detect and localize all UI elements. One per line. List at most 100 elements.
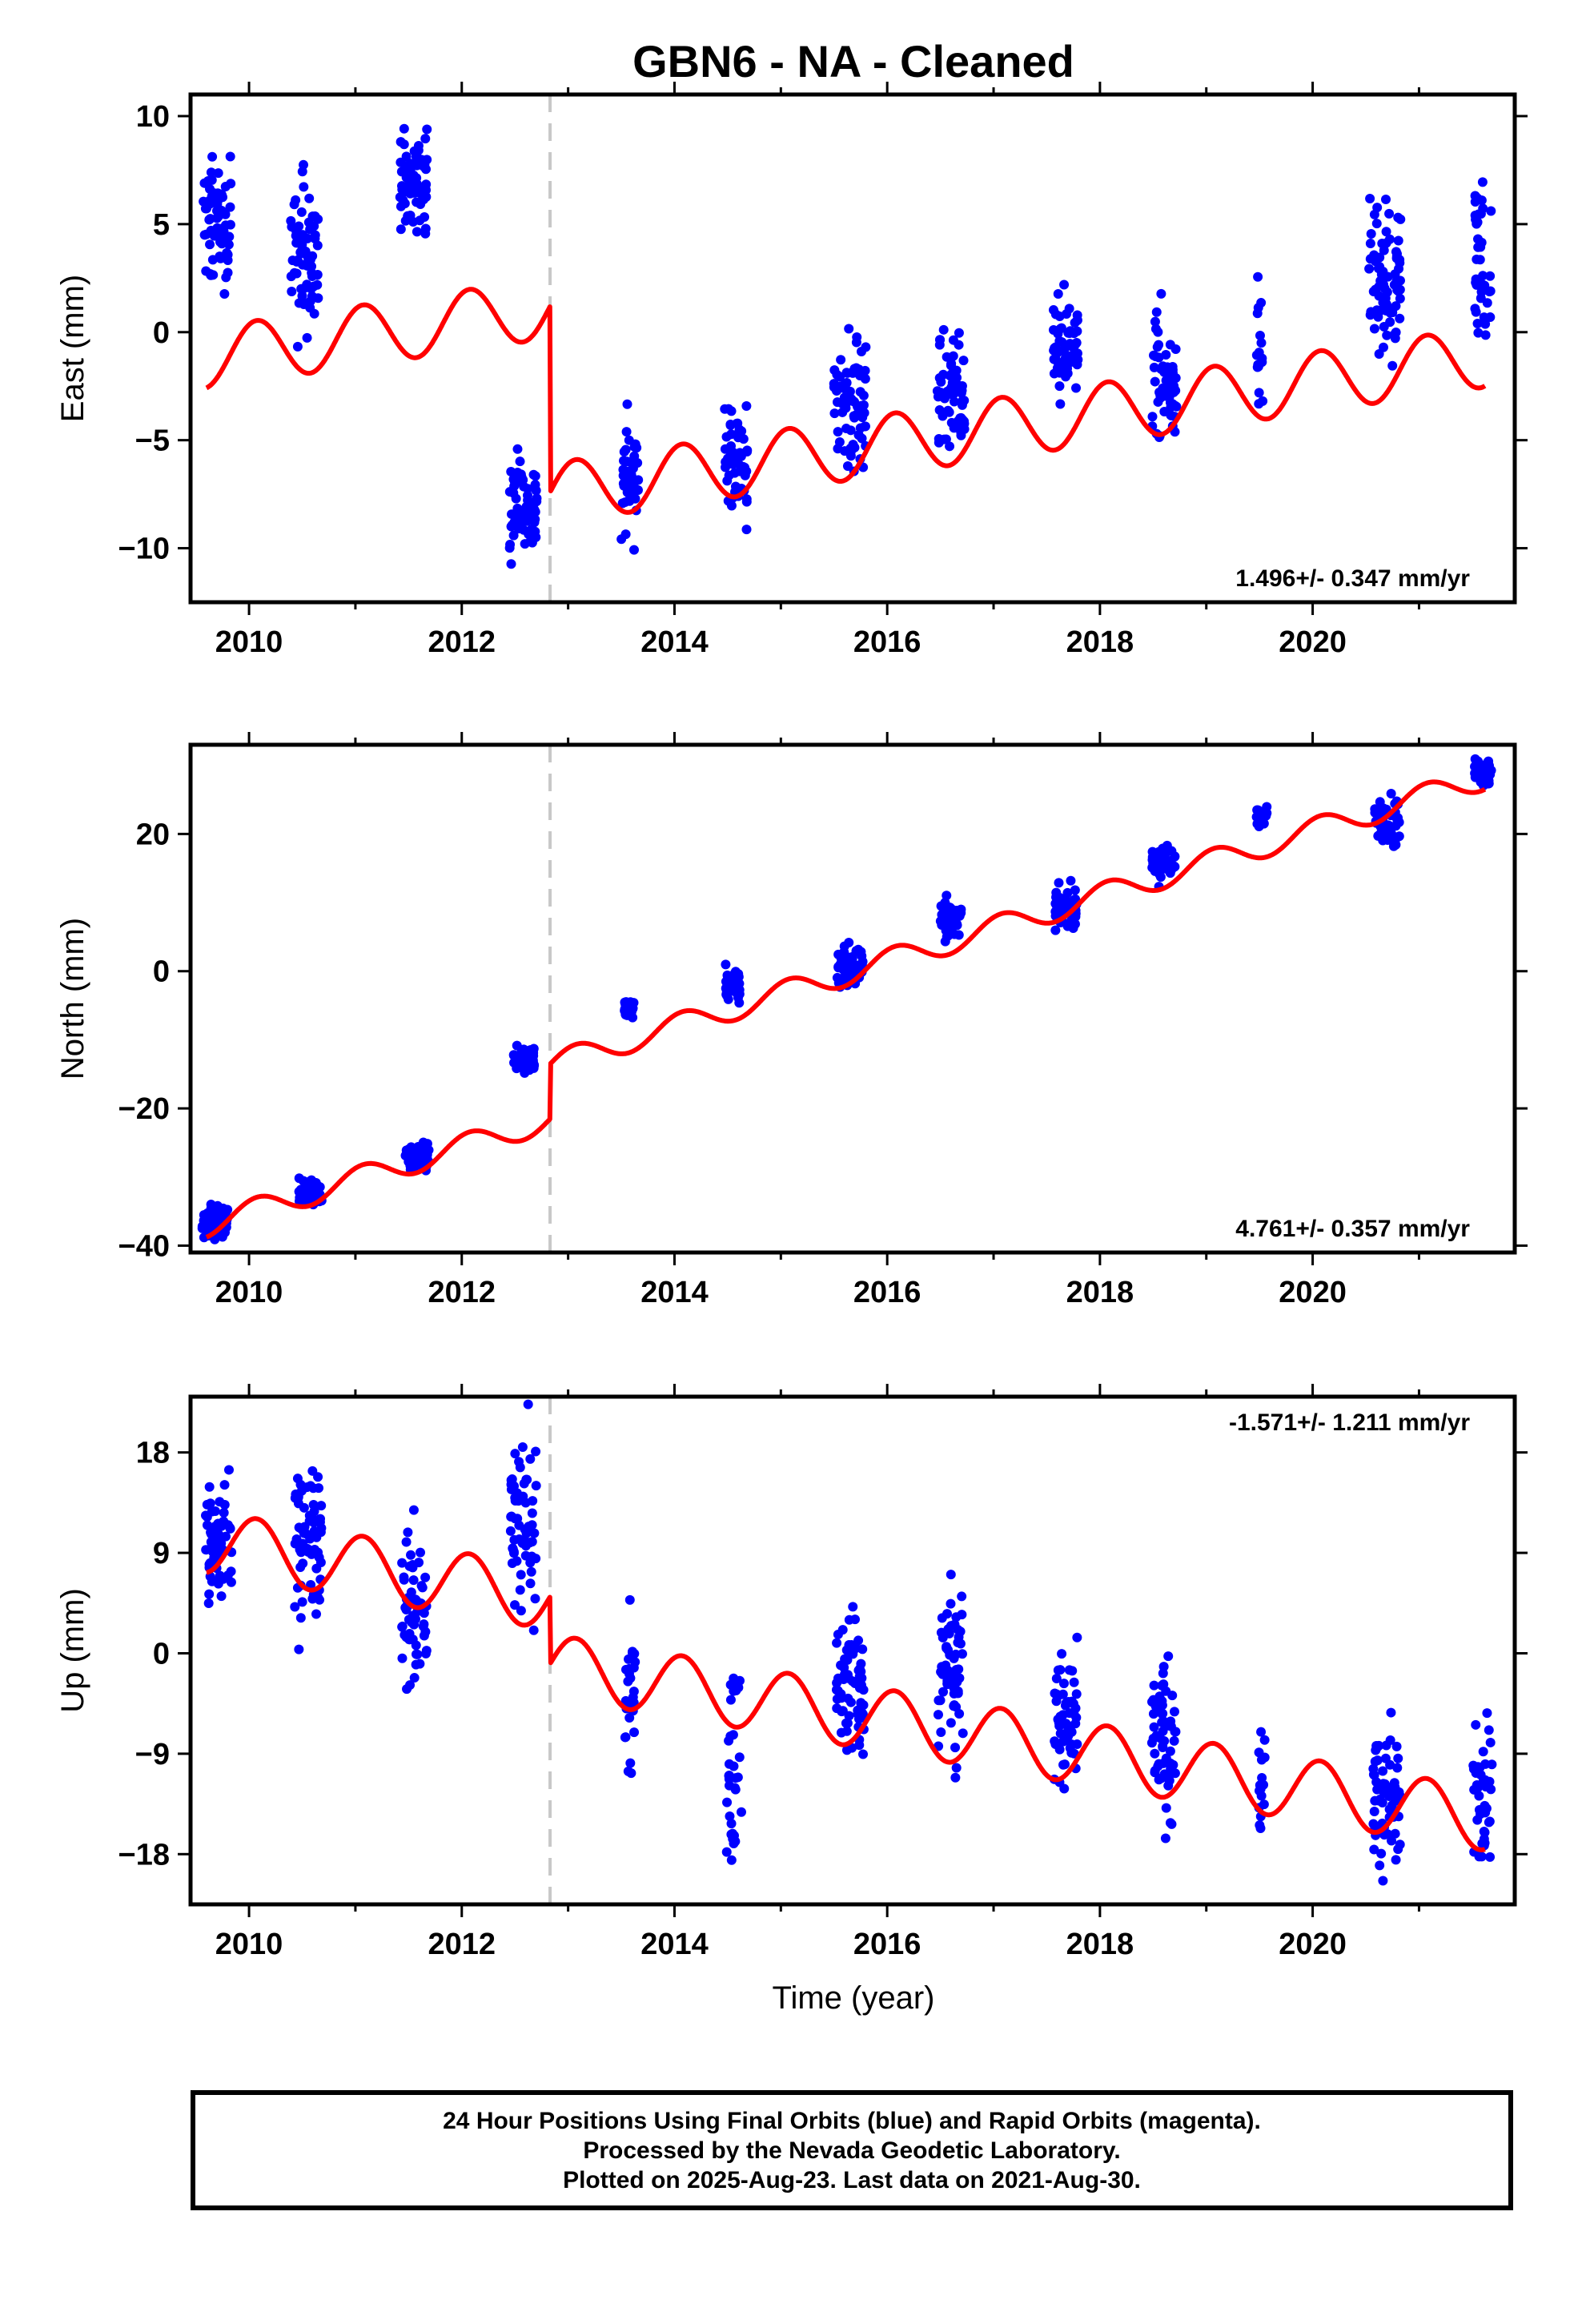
data-point [1472, 1815, 1483, 1825]
data-point [223, 250, 233, 260]
data-point [1393, 235, 1403, 246]
data-point [1470, 197, 1480, 207]
data-point [210, 1234, 220, 1244]
y-axis-label: East (mm) [55, 275, 90, 422]
data-point [857, 400, 868, 411]
data-point [1050, 342, 1061, 352]
data-point [1480, 1838, 1490, 1848]
data-point [858, 1685, 869, 1695]
data-point [841, 424, 852, 434]
data-point [1368, 1769, 1379, 1779]
data-point [314, 1483, 324, 1494]
plot-area [197, 745, 1496, 1252]
data-point [523, 1399, 533, 1409]
data-point [628, 545, 639, 555]
data-point [215, 1497, 225, 1507]
data-point [291, 1534, 302, 1544]
data-point [309, 221, 319, 231]
data-point [938, 1687, 949, 1697]
data-point [721, 989, 732, 999]
data-point [1472, 254, 1482, 264]
data-point [1053, 289, 1063, 300]
data-point [1157, 1708, 1167, 1719]
data-point [1152, 342, 1162, 352]
data-point [835, 372, 845, 382]
data-point [223, 1465, 234, 1475]
data-point [203, 1212, 213, 1223]
data-point [1480, 1807, 1491, 1818]
data-point [837, 1707, 847, 1717]
data-point [958, 356, 969, 366]
data-point [952, 1677, 962, 1687]
data-point [1371, 219, 1382, 229]
data-point [519, 1044, 529, 1055]
data-point [1072, 1632, 1082, 1642]
data-point [736, 1807, 746, 1817]
x-tick-label: 2012 [428, 1928, 496, 1961]
data-point [510, 1600, 520, 1610]
data-point [850, 1679, 861, 1689]
data-point [1393, 1753, 1403, 1763]
data-point [292, 341, 303, 352]
data-point [1369, 1806, 1379, 1816]
data-point [1150, 376, 1160, 387]
data-point [307, 1549, 317, 1559]
x-tick-label: 2014 [640, 1276, 709, 1309]
data-point [516, 469, 526, 480]
x-tick-label: 2014 [640, 625, 709, 659]
data-point [409, 146, 420, 156]
data-point [845, 451, 856, 461]
data-point [1382, 330, 1392, 340]
data-point [721, 432, 732, 442]
data-point [729, 1761, 739, 1771]
data-point [935, 335, 946, 345]
data-point [1256, 338, 1267, 348]
data-point [1395, 293, 1405, 304]
data-point [849, 396, 860, 407]
data-point [218, 192, 228, 203]
data-point [286, 215, 296, 226]
model-curve [205, 287, 1487, 515]
data-point [1070, 885, 1080, 895]
data-point [1066, 1727, 1077, 1737]
data-point [1395, 1839, 1405, 1850]
data-point [312, 279, 323, 290]
data-point [726, 406, 737, 416]
y-tick-label: 9 [153, 1537, 170, 1570]
x-tick-label: 2010 [215, 625, 283, 659]
data-point [1163, 1651, 1174, 1662]
data-point [299, 182, 309, 192]
data-point [199, 230, 210, 240]
data-point [408, 1575, 419, 1586]
data-point [399, 139, 409, 150]
data-point [728, 1730, 738, 1740]
data-point [412, 197, 422, 207]
x-tick-label: 2018 [1066, 625, 1134, 659]
data-point [833, 1629, 843, 1639]
data-point [411, 1614, 421, 1624]
data-point [1471, 307, 1481, 317]
data-point [206, 1200, 216, 1210]
data-point [940, 936, 950, 947]
data-point [1170, 1727, 1180, 1737]
data-point [856, 1667, 866, 1677]
data-point [1166, 855, 1176, 866]
data-point [1472, 219, 1482, 229]
footer-line-1: 24 Hour Positions Using Final Orbits (bl… [443, 2107, 1261, 2134]
data-point [734, 449, 745, 460]
data-point [1389, 330, 1399, 340]
data-point [1062, 368, 1073, 379]
data-point [944, 407, 954, 417]
data-point [620, 1732, 630, 1743]
data-point [1064, 304, 1074, 314]
data-point [521, 1474, 532, 1485]
data-point [1372, 808, 1383, 818]
data-point [1371, 1777, 1382, 1787]
data-point [1060, 353, 1070, 364]
data-point [204, 1482, 215, 1492]
data-point [726, 1855, 737, 1865]
data-point [215, 1570, 225, 1581]
data-point [948, 335, 958, 345]
data-point [202, 1520, 212, 1530]
data-point [1064, 1708, 1074, 1719]
